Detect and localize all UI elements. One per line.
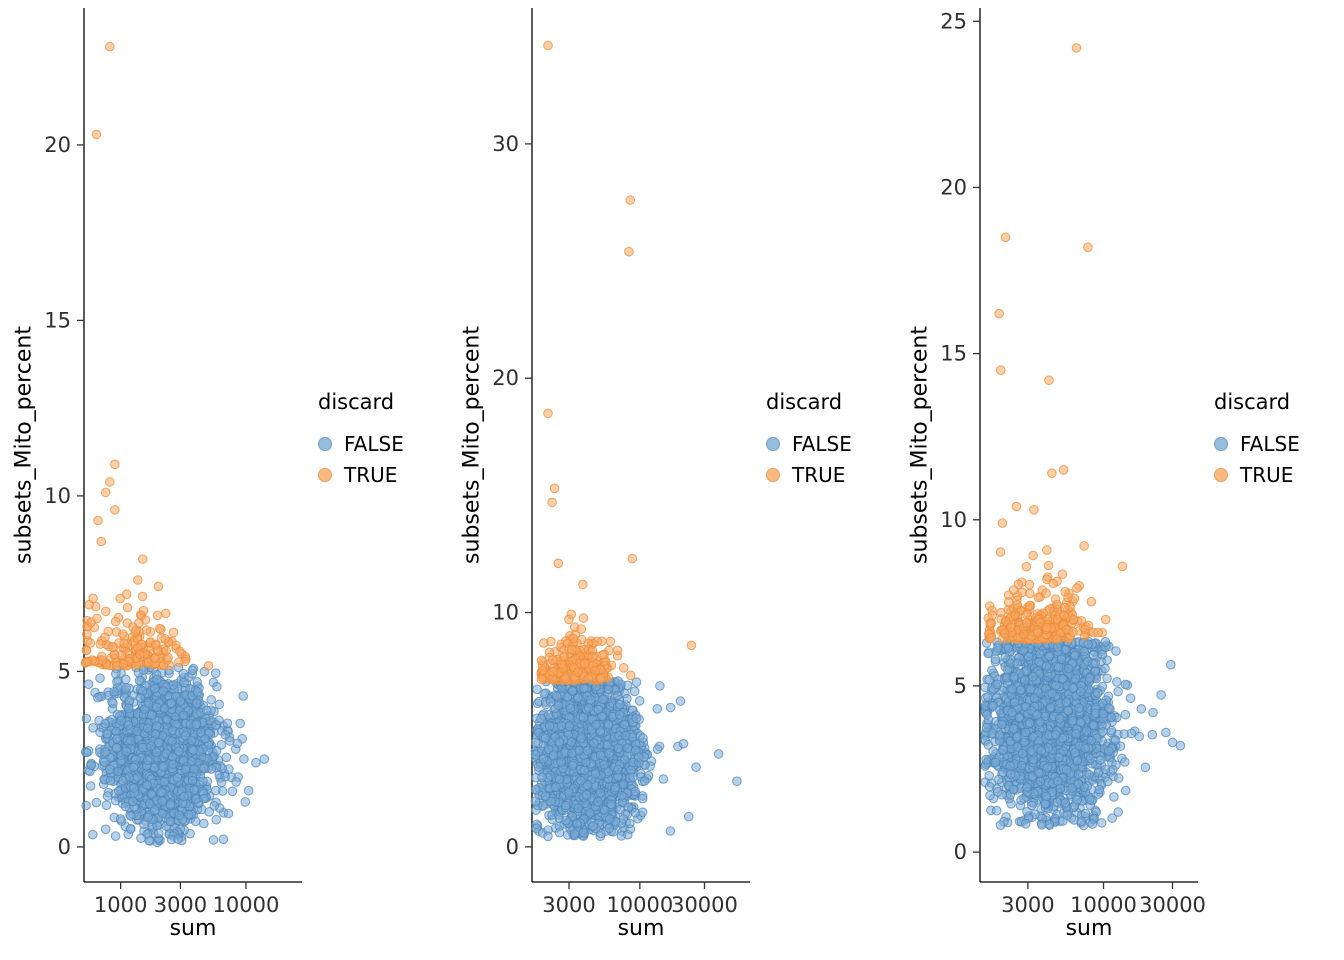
svg-text:10: 10 <box>492 601 519 625</box>
svg-text:3000: 3000 <box>154 893 207 917</box>
legend-key-false-icon <box>766 436 780 451</box>
legend-title: discard <box>1214 390 1291 414</box>
legend-entry-true: TRUE <box>766 459 852 490</box>
legend-key-true-icon <box>318 467 332 482</box>
legend-entry-true: TRUE <box>318 459 404 490</box>
panel-1: 0 5 10 15 20 1000 3000 10000 subsets_Mito_perce… <box>0 0 448 960</box>
svg-text:1000: 1000 <box>94 893 147 917</box>
x-axis-title: sum <box>169 916 217 941</box>
legend-label-false: FALSE <box>792 431 852 456</box>
svg-text:30: 30 <box>492 132 519 156</box>
y-axis-title: subsets_Mito_percent <box>907 326 933 564</box>
legend-key-false-icon <box>1214 436 1228 451</box>
legend-label-true: TRUE <box>792 462 846 487</box>
svg-text:0: 0 <box>58 835 71 859</box>
svg-text:20: 20 <box>44 133 71 157</box>
svg-text:10000: 10000 <box>606 893 673 917</box>
legend-entry-false: FALSE <box>1214 428 1300 459</box>
legend-3: discard FALSE TRUE <box>1214 390 1300 490</box>
legend-label-false: FALSE <box>344 431 404 456</box>
legend-entry-false: FALSE <box>766 428 852 459</box>
legend-key-false-icon <box>318 436 332 451</box>
svg-text:5: 5 <box>58 659 71 683</box>
y-axis-title: subsets_Mito_percent <box>459 326 485 564</box>
legend-title: discard <box>318 390 395 414</box>
svg-text:30000: 30000 <box>671 893 738 917</box>
legend-title: discard <box>766 390 843 414</box>
legend-key-true-icon <box>1214 467 1228 482</box>
legend-key-true-icon <box>766 467 780 482</box>
panel-3: 0 5 10 15 20 25 3000 10000 30000 subsets_Mito_pe… <box>896 0 1344 960</box>
legend-entry-false: FALSE <box>318 428 404 459</box>
x-axis-title: sum <box>1065 916 1113 941</box>
svg-text:20: 20 <box>492 366 519 390</box>
x-axis-title: sum <box>617 916 665 941</box>
scatter-plot-1: 0 5 10 15 20 1000 3000 10000 <box>44 8 302 917</box>
svg-text:0: 0 <box>506 835 519 859</box>
legend-label-false: FALSE <box>1240 431 1300 456</box>
legend-label-true: TRUE <box>1240 462 1294 487</box>
svg-text:3000: 3000 <box>542 893 595 917</box>
y-axis-title: subsets_Mito_percent <box>11 326 37 564</box>
legend-label-true: TRUE <box>344 462 398 487</box>
svg-text:10: 10 <box>44 484 71 508</box>
legend-2: discard FALSE TRUE <box>766 390 852 490</box>
svg-text:15: 15 <box>44 308 71 332</box>
panel-2: 0 10 20 30 3000 10000 30000 subsets_Mito_perce… <box>448 0 896 960</box>
svg-text:10000: 10000 <box>213 893 280 917</box>
legend-1: discard FALSE TRUE <box>318 390 404 490</box>
legend-entry-true: TRUE <box>1214 459 1300 490</box>
